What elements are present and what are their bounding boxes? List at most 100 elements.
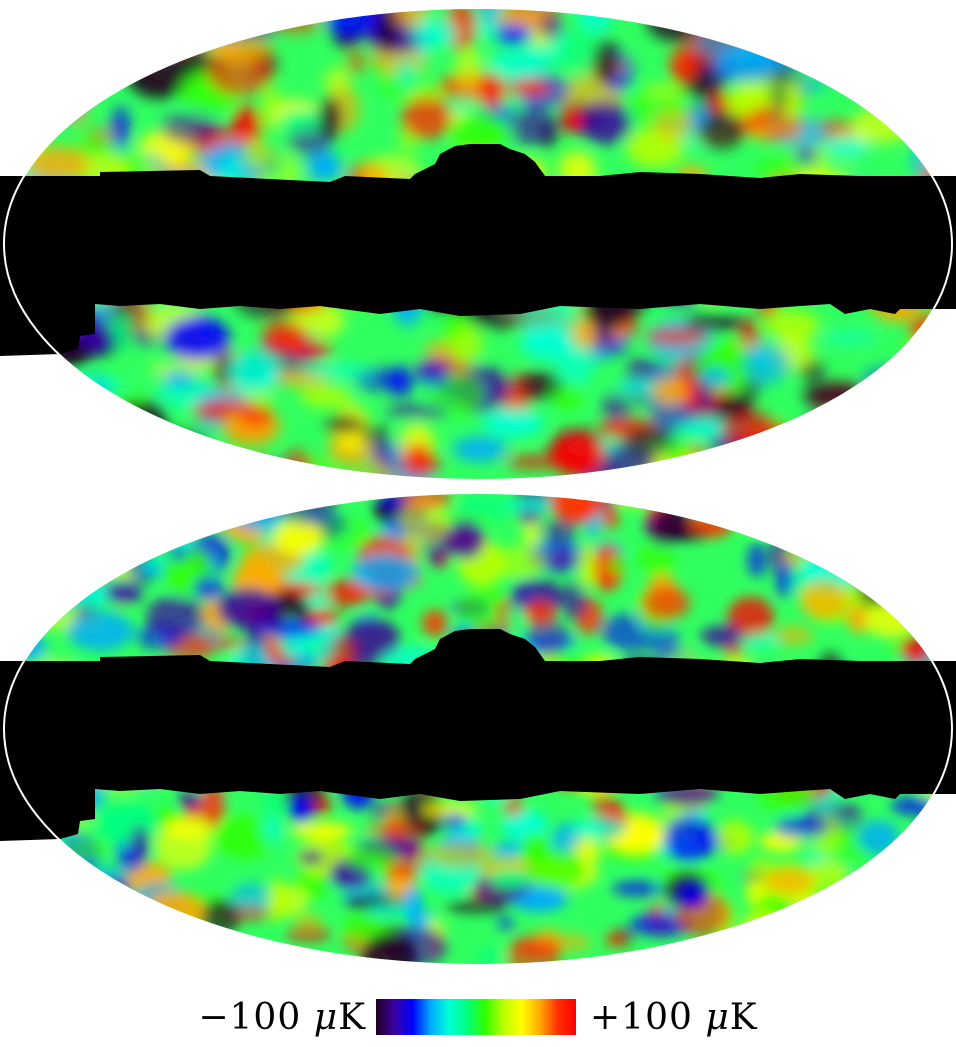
temperature-spot — [111, 493, 165, 528]
temperature-spot — [97, 438, 134, 470]
temperature-spot — [920, 807, 952, 850]
temperature-spot — [399, 498, 448, 545]
temperature-spot — [239, 406, 273, 426]
temperature-spot — [669, 47, 698, 83]
temperature-spot — [899, 89, 924, 129]
temperature-spot — [174, 22, 221, 47]
temperature-spot — [520, 323, 576, 361]
temperature-spot — [105, 581, 144, 604]
temperature-spot — [663, 814, 717, 863]
temperature-spot — [193, 576, 224, 600]
temperature-spot — [550, 493, 600, 525]
temperature-spot — [8, 902, 36, 915]
temperature-spot — [822, 331, 876, 345]
temperature-spot — [800, 579, 847, 619]
temperature-spot — [447, 519, 485, 559]
temperature-spot — [774, 625, 813, 646]
temperature-spot — [794, 146, 818, 165]
temperature-spot — [13, 854, 64, 877]
temperature-spot — [267, 879, 289, 922]
temperature-spot — [130, 37, 151, 75]
temperature-spot — [305, 609, 340, 626]
temperature-spot — [778, 508, 832, 527]
temperature-spot — [70, 8, 133, 19]
temperature-spot — [4, 901, 29, 948]
temperature-spot — [611, 880, 664, 897]
temperature-spot — [739, 910, 786, 948]
temperature-spot — [130, 401, 168, 450]
temperature-spot — [765, 507, 783, 528]
temperature-spot — [936, 582, 952, 620]
temperature-spot — [506, 108, 556, 145]
temperature-spot — [312, 795, 332, 816]
temperature-spot — [231, 881, 270, 914]
sky-map-top-svg — [0, 7, 956, 481]
temperature-spot — [422, 609, 448, 637]
temperature-spot — [645, 328, 706, 345]
temperature-spot — [527, 849, 587, 890]
temperature-spot — [32, 52, 67, 90]
temperature-spot — [105, 451, 164, 469]
temperature-spot — [401, 96, 453, 140]
temperature-spot — [196, 388, 246, 402]
temperature-spot — [589, 347, 608, 361]
temperature-spot — [108, 44, 175, 59]
temperature-spot — [742, 344, 790, 385]
temperature-spot — [852, 493, 890, 512]
temperature-spot — [53, 511, 106, 543]
temperature-spot — [741, 633, 782, 649]
temperature-spot — [31, 73, 57, 103]
temperature-spot — [300, 385, 352, 408]
temperature-spot — [427, 842, 495, 868]
temperature-spot — [847, 604, 871, 635]
temperature-spot — [572, 817, 626, 839]
temperature-spot — [899, 546, 952, 566]
temperature-spot — [445, 899, 511, 914]
temperature-spot — [825, 906, 846, 941]
temperature-spot — [939, 8, 952, 28]
temperature-spot — [652, 377, 687, 406]
sky-outline-bottom — [3, 492, 953, 966]
temperature-spot — [4, 929, 42, 965]
temperature-spot — [85, 522, 142, 543]
temperature-spot — [286, 926, 332, 942]
temperature-spot — [14, 370, 52, 417]
temperature-spot — [27, 32, 55, 67]
temperature-spot — [513, 939, 562, 957]
temperature-spot — [789, 493, 856, 502]
temperature-spot — [865, 573, 892, 596]
temperature-spot — [887, 512, 913, 552]
temperature-spot — [523, 600, 557, 626]
temperature-spot — [894, 69, 915, 93]
temperature-spot — [505, 454, 564, 470]
temperature-spot — [557, 345, 594, 386]
temperature-spot — [716, 820, 754, 855]
temperature-spot — [558, 151, 596, 184]
temperature-spot — [97, 23, 138, 48]
temperature-spot — [624, 425, 676, 457]
temperature-spot — [900, 407, 941, 444]
temperature-spot — [830, 408, 876, 448]
temperature-spot — [27, 583, 54, 604]
temperature-spot — [454, 47, 483, 93]
temperature-spot — [593, 38, 620, 85]
temperature-spot — [536, 15, 564, 39]
temperature-spot — [97, 505, 156, 530]
temperature-spot — [774, 815, 828, 838]
temperature-spot — [450, 326, 483, 364]
temperature-spot — [849, 493, 899, 513]
temperature-spot — [346, 50, 367, 75]
temperature-spot — [366, 901, 412, 918]
temperature-spot — [488, 546, 546, 579]
temperature-spot — [257, 621, 323, 637]
temperature-spot — [524, 620, 570, 657]
colorbar-max-label: +100 μK — [590, 996, 758, 1038]
temperature-spot — [925, 541, 952, 587]
temperature-spot — [191, 942, 227, 965]
temperature-spot — [236, 493, 290, 509]
temperature-spot — [289, 795, 313, 824]
temperature-spot — [922, 50, 949, 96]
temperature-spot — [64, 89, 88, 127]
temperature-spot — [927, 138, 949, 171]
temperature-spot — [889, 860, 952, 906]
